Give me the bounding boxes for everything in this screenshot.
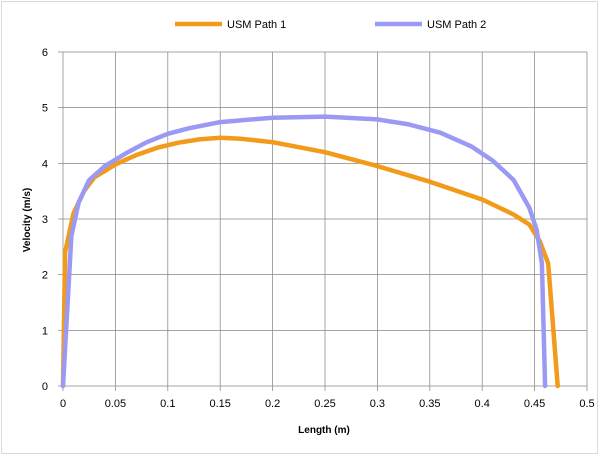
y-tick-label: 0 — [42, 381, 48, 393]
x-tick-label: 0.45 — [524, 398, 545, 410]
y-tick-label: 2 — [42, 270, 48, 282]
y-tick-labels: 0 1 2 3 4 5 6 — [42, 47, 48, 393]
x-tick-label: 0.35 — [419, 398, 440, 410]
x-tick-label: 0.4 — [475, 398, 490, 410]
y-tick-label: 3 — [42, 214, 48, 226]
y-tick-label: 5 — [42, 103, 48, 115]
grid-lines — [58, 51, 588, 391]
x-tick-label: 0.2 — [265, 398, 280, 410]
legend-label-2: USM Path 2 — [427, 19, 486, 31]
x-tick-label: 0.3 — [370, 398, 385, 410]
series-line-2 — [60, 114, 548, 389]
series-line-1 — [60, 135, 560, 389]
y-axis-title: Velocity (m/s) — [22, 188, 33, 252]
x-tick-label: 0.1 — [160, 398, 175, 410]
x-tick-label: 0.25 — [314, 398, 335, 410]
x-tick-label: 0.05 — [105, 398, 126, 410]
x-tick-label: 0.15 — [209, 398, 230, 410]
x-axis-title: Length (m) — [298, 425, 350, 436]
legend: USM Path 1 USM Path 2 — [175, 19, 486, 31]
series-layer — [60, 114, 560, 389]
y-tick-label: 4 — [42, 158, 48, 170]
y-tick-label: 6 — [42, 47, 48, 59]
y-tick-label: 1 — [42, 325, 48, 337]
legend-label-1: USM Path 1 — [227, 19, 286, 31]
x-tick-label: 0 — [60, 398, 66, 410]
x-tick-labels: 0 0.05 0.1 0.15 0.2 0.25 0.3 0.35 0.4 0.45 0.5 — [60, 398, 595, 410]
x-tick-label: 0.5 — [579, 398, 594, 410]
